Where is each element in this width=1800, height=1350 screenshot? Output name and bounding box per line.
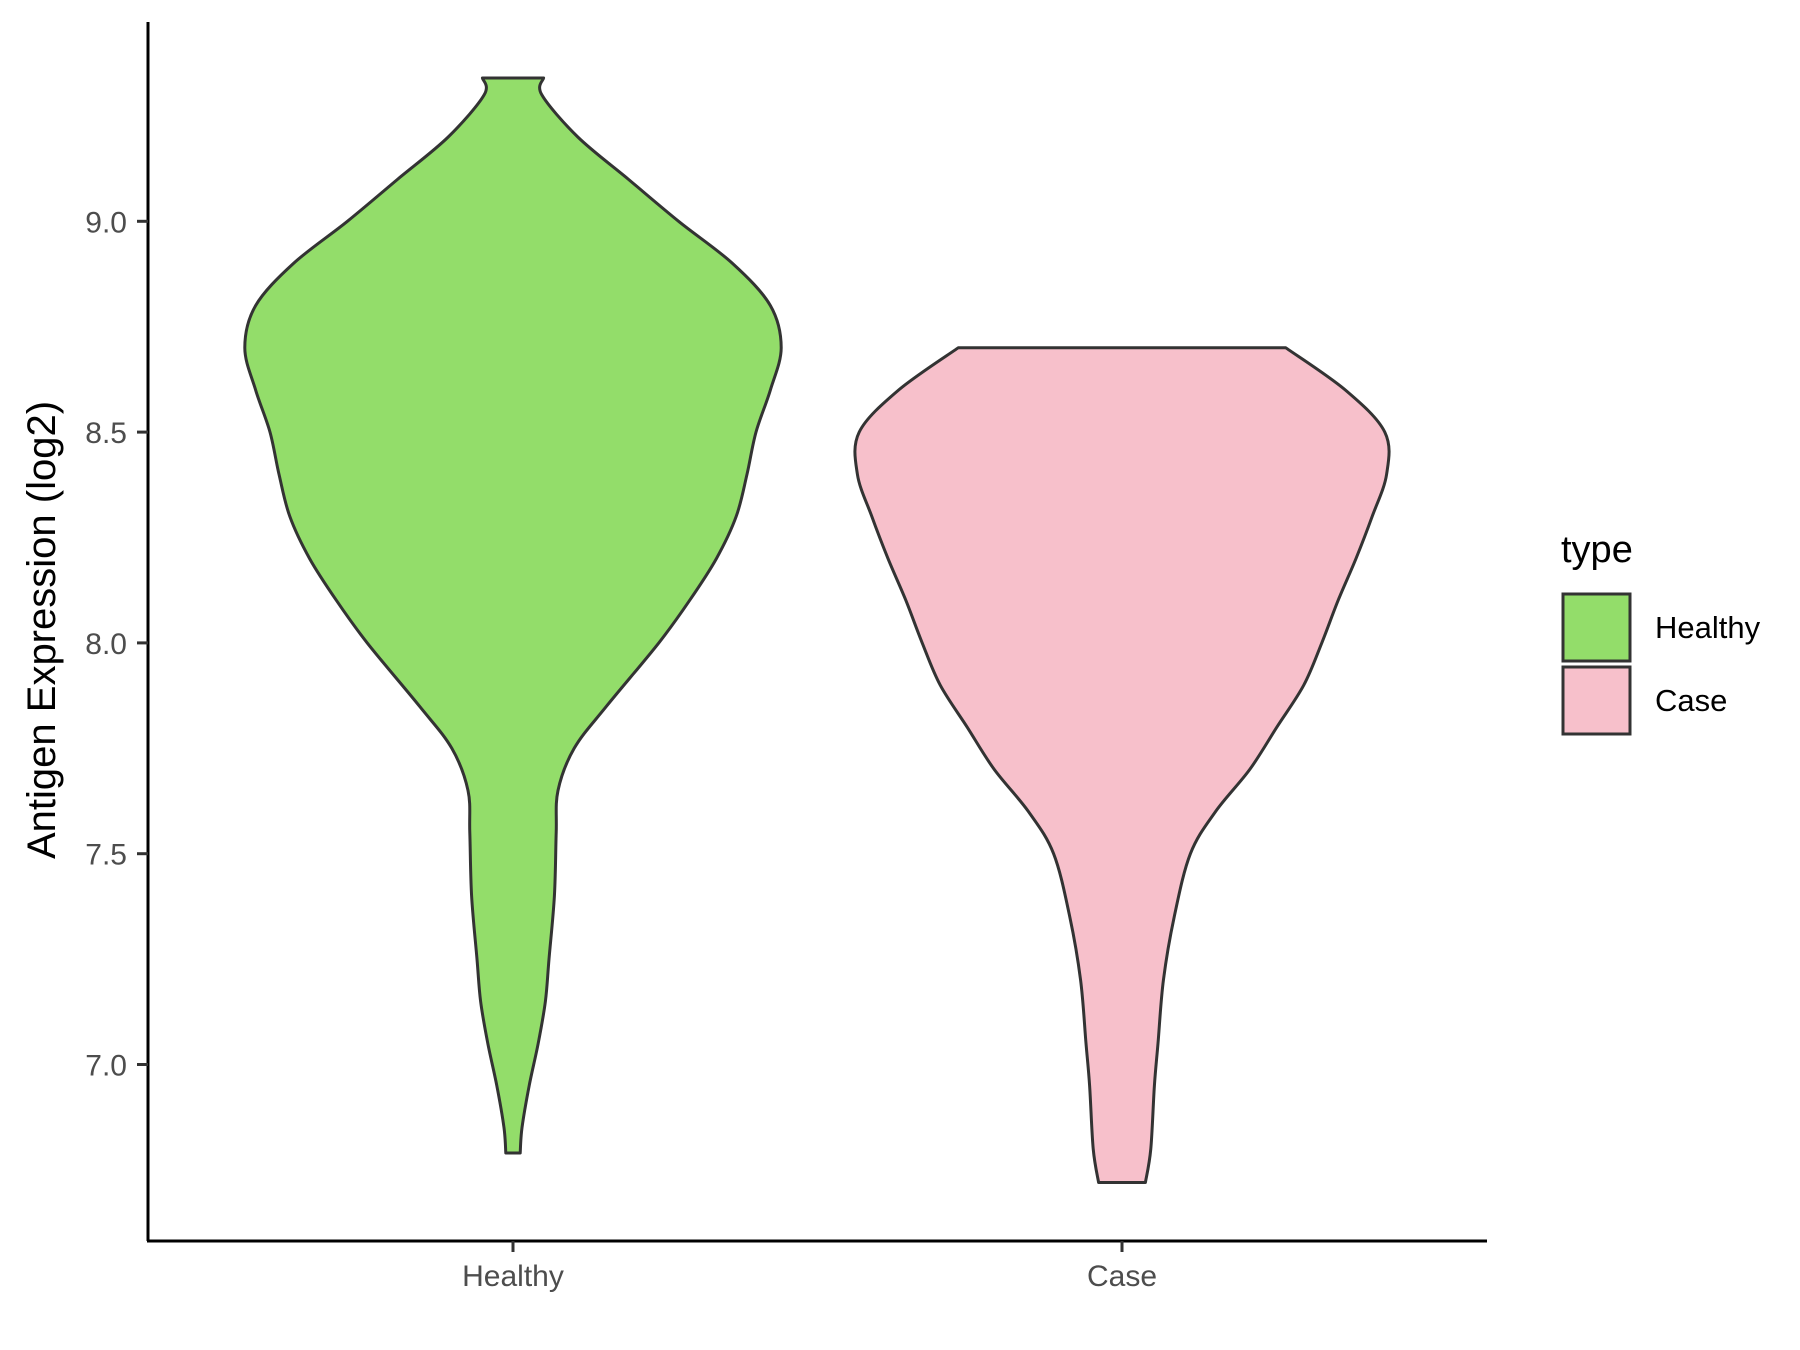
- legend-swatch-healthy: [1561, 592, 1632, 663]
- x-tick-label: Healthy: [462, 1260, 564, 1293]
- legend-title: type: [1561, 529, 1633, 571]
- legend-label-case: Case: [1655, 683, 1727, 718]
- y-tick-label: 8.0: [85, 628, 127, 661]
- y-axis-ticks: 7.0 7.5 8.0 8.5 9.0: [85, 206, 148, 1083]
- legend-swatch-case: [1561, 665, 1632, 736]
- y-tick-label: 7.0: [85, 1050, 127, 1083]
- legend-label-healthy: Healthy: [1655, 610, 1761, 645]
- violin-case: [853, 346, 1391, 1184]
- violin-healthy: [243, 76, 783, 1155]
- y-tick-label: 8.5: [85, 417, 127, 450]
- legend: type Healthy Case: [1561, 529, 1761, 736]
- y-tick-label: 7.5: [85, 839, 127, 872]
- x-tick-label: Case: [1087, 1260, 1157, 1293]
- violin-layer: [243, 76, 1391, 1184]
- y-axis-title: Antigen Expression (log2): [20, 401, 64, 859]
- y-tick-label: 9.0: [85, 206, 127, 239]
- x-axis-ticks: Healthy Case: [462, 1241, 1157, 1293]
